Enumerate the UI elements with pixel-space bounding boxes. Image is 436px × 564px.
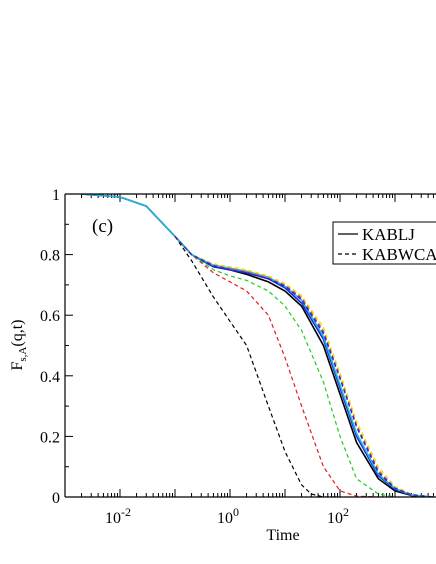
legend-label-kabwca: KABWCA bbox=[362, 245, 436, 264]
legend-label-kablj: KABLJ bbox=[362, 225, 415, 244]
series-lines bbox=[81, 194, 434, 497]
y-tick-label: 0 bbox=[52, 490, 60, 507]
series-line-4 bbox=[174, 236, 340, 497]
series-line-5 bbox=[174, 235, 379, 497]
legend-box bbox=[332, 221, 436, 265]
series-line-10 bbox=[174, 235, 434, 497]
series-line-7 bbox=[174, 235, 434, 497]
x-axis-label: Time bbox=[266, 527, 299, 544]
legend: KABLJ KABWCA bbox=[332, 221, 436, 265]
y-tick-label: 0.4 bbox=[40, 369, 60, 386]
x-tick-label: 100 bbox=[217, 505, 239, 527]
x-tick-label: 102 bbox=[327, 505, 349, 527]
panel-label: (c) bbox=[92, 216, 113, 237]
y-tick-label: 1 bbox=[52, 187, 60, 204]
series-line-9 bbox=[174, 235, 434, 497]
y-tick-labels: 0 0.2 0.4 0.6 0.8 1 bbox=[40, 187, 60, 507]
y-axis-label-base: F bbox=[9, 362, 26, 371]
axis-ticks bbox=[65, 193, 434, 498]
x-tick-label: 10-2 bbox=[105, 505, 131, 527]
y-axis-label-sub: s,A bbox=[17, 347, 29, 362]
y-tick-label: 0.8 bbox=[40, 248, 60, 265]
y-axis-label-args: (q,t) bbox=[9, 320, 26, 347]
series-line-8 bbox=[174, 235, 434, 497]
y-axis-label: Fs,A(q,t) bbox=[9, 320, 29, 371]
y-tick-label: 0.2 bbox=[40, 429, 60, 446]
x-tick-labels: 10-2 100 102 bbox=[105, 505, 349, 527]
y-tick-label: 0.6 bbox=[40, 308, 60, 325]
series-line-6 bbox=[174, 235, 396, 497]
